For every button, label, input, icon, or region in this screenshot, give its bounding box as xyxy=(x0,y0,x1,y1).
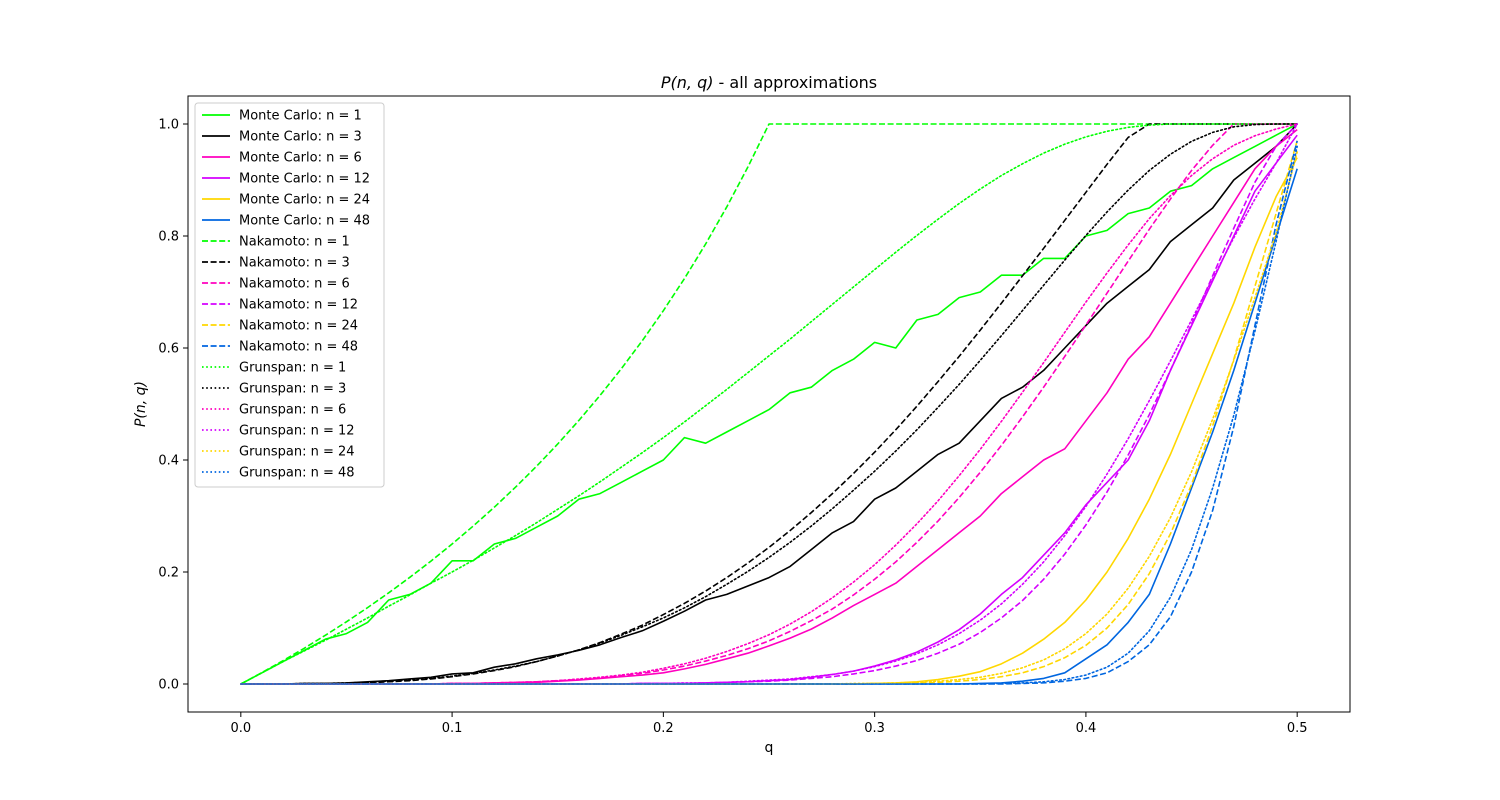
y-axis-label: P(n, q) xyxy=(133,381,149,427)
y-tick-label: 0.6 xyxy=(158,342,179,357)
x-tick-label: 0.2 xyxy=(653,721,674,736)
legend-label: Grunspan: n = 3 xyxy=(239,382,346,397)
x-tick-label: 0.3 xyxy=(864,721,885,736)
legend: Monte Carlo: n = 1 Monte Carlo: n = 3 Mont… xyxy=(194,102,385,488)
legend-label: Nakamoto: n = 12 xyxy=(239,298,358,313)
series-line-grunspan-n-1 xyxy=(240,123,1298,685)
x-tick-label: 0.0 xyxy=(230,721,251,736)
legend-label: Nakamoto: n = 1 xyxy=(239,235,350,250)
series-line-grunspan-n-48 xyxy=(240,145,1298,685)
legend-label: Grunspan: n = 12 xyxy=(239,424,355,439)
legend-label: Monte Carlo: n = 3 xyxy=(239,130,362,145)
legend-label: Grunspan: n = 48 xyxy=(239,466,355,481)
chart-title: P(n, q) - all approximations xyxy=(661,73,877,92)
y-tick-label: 0.8 xyxy=(158,230,179,245)
legend-label: Nakamoto: n = 48 xyxy=(239,340,358,355)
x-tick-label: 0.5 xyxy=(1287,721,1308,736)
legend-label: Grunspan: n = 1 xyxy=(239,361,346,376)
legend-label: Nakamoto: n = 3 xyxy=(239,256,350,271)
legend-label: Monte Carlo: n = 6 xyxy=(239,151,362,166)
y-tick-label: 0.4 xyxy=(158,454,179,469)
series-group xyxy=(240,123,1298,685)
legend-label: Monte Carlo: n = 24 xyxy=(239,193,370,208)
y-tick-label: 0.2 xyxy=(158,566,179,581)
y-tick-label: 1.0 xyxy=(158,118,179,133)
legend-label: Monte Carlo: n = 1 xyxy=(239,109,362,124)
legend-box xyxy=(194,102,385,488)
legend-label: Nakamoto: n = 24 xyxy=(239,319,358,334)
legend-label: Grunspan: n = 6 xyxy=(239,403,346,418)
series-line-monte-carlo-n-3 xyxy=(240,123,1298,685)
x-tick-label: 0.1 xyxy=(442,721,463,736)
axes-frame xyxy=(187,95,1351,713)
series-line-grunspan-n-3 xyxy=(240,123,1298,685)
legend-label: Grunspan: n = 24 xyxy=(239,445,355,460)
x-tick-label: 0.4 xyxy=(1076,721,1097,736)
ticks: 0.0 0.1 0.2 0.3 0.4 0.5 0.0 0.2 0.4 0.6 0.8 1.0 xyxy=(158,118,1307,737)
legend-label: Nakamoto: n = 6 xyxy=(239,277,350,292)
y-tick-label: 0.0 xyxy=(158,678,179,693)
legend-label: Monte Carlo: n = 12 xyxy=(239,172,370,187)
x-axis-label: q xyxy=(765,740,774,756)
legend-label: Monte Carlo: n = 48 xyxy=(239,214,370,229)
series-line-nakamoto-n-1 xyxy=(240,123,1298,685)
